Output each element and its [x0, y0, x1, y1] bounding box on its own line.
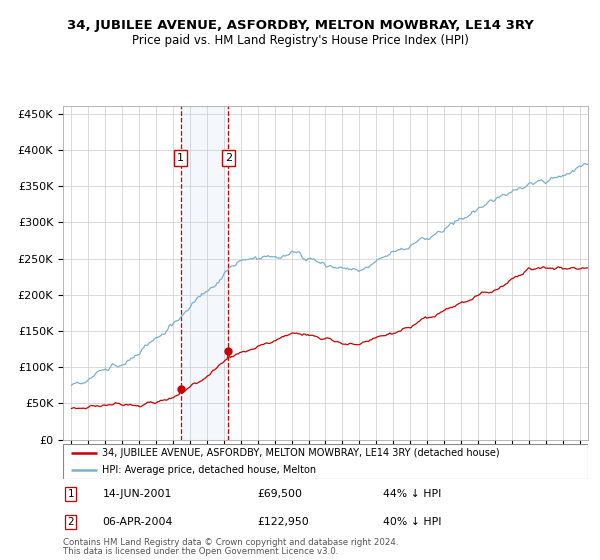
Text: HPI: Average price, detached house, Melton: HPI: Average price, detached house, Melt… [103, 465, 317, 475]
Text: Price paid vs. HM Land Registry's House Price Index (HPI): Price paid vs. HM Land Registry's House … [131, 34, 469, 46]
Text: 34, JUBILEE AVENUE, ASFORDBY, MELTON MOWBRAY, LE14 3RY: 34, JUBILEE AVENUE, ASFORDBY, MELTON MOW… [67, 19, 533, 32]
Text: 06-APR-2004: 06-APR-2004 [103, 517, 173, 527]
Text: 2: 2 [68, 517, 74, 527]
Text: This data is licensed under the Open Government Licence v3.0.: This data is licensed under the Open Gov… [63, 548, 338, 557]
Text: 14-JUN-2001: 14-JUN-2001 [103, 489, 172, 499]
Text: 44% ↓ HPI: 44% ↓ HPI [383, 489, 442, 499]
Text: 40% ↓ HPI: 40% ↓ HPI [383, 517, 442, 527]
Text: Contains HM Land Registry data © Crown copyright and database right 2024.: Contains HM Land Registry data © Crown c… [63, 539, 398, 548]
Text: 1: 1 [68, 489, 74, 499]
Text: 1: 1 [177, 153, 184, 163]
Text: 2: 2 [225, 153, 232, 163]
Text: 34, JUBILEE AVENUE, ASFORDBY, MELTON MOWBRAY, LE14 3RY (detached house): 34, JUBILEE AVENUE, ASFORDBY, MELTON MOW… [103, 449, 500, 459]
Bar [181, 106, 229, 440]
Text: £122,950: £122,950 [257, 517, 309, 527]
Text: £69,500: £69,500 [257, 489, 302, 499]
